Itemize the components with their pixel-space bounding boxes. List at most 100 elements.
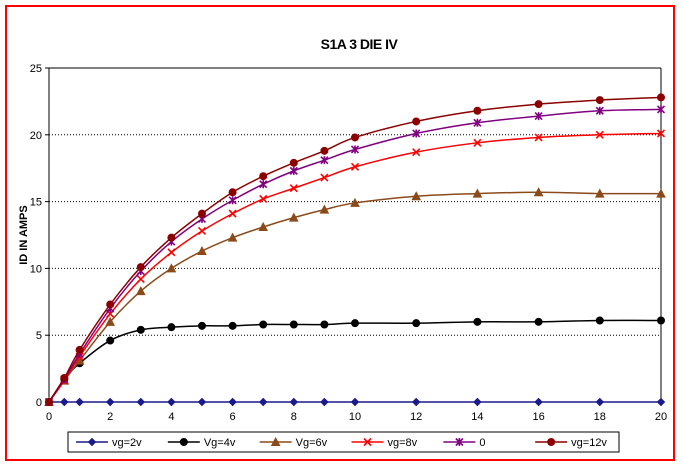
series-2-point-14: [533, 187, 544, 197]
x-tick-label: 4: [168, 411, 174, 423]
series-0-point-4: [136, 397, 146, 407]
x-tick-label: 2: [107, 411, 113, 423]
series-2-point-11: [350, 197, 360, 207]
series-5-point-13: [473, 106, 482, 115]
series-2-point-9: [288, 212, 299, 222]
legend-label-0: vg=2v: [112, 437, 142, 449]
x-tick-label: 6: [230, 411, 236, 423]
series-4-point-14: [534, 112, 543, 121]
x-tick-label: 18: [594, 411, 606, 423]
series-0-point-15: [595, 397, 605, 407]
series-5-point-3: [106, 300, 115, 309]
series-2-point-3: [105, 316, 116, 326]
y-tick-label: 0: [36, 397, 42, 409]
y-tick-label: 10: [30, 263, 42, 275]
series-0-point-13: [473, 397, 482, 407]
series-1-point-15: [595, 316, 604, 325]
legend-item-3: vg=8v: [351, 437, 418, 449]
series-0-point-12: [411, 397, 421, 407]
series-2-point-10: [319, 204, 330, 214]
series-5-point-1: [60, 373, 69, 382]
axes-layer: 0 5 10 15 20 25 0 2 4 6 8 10 12 14 16 18 20: [30, 63, 667, 423]
series-1-point-4: [136, 325, 145, 334]
series-layer: [44, 93, 666, 407]
series-3-point-8: [259, 194, 268, 203]
x-tick-label: 8: [291, 411, 297, 423]
legend-item-2: Vg=6v: [259, 436, 328, 449]
series-2-point-12: [411, 191, 422, 201]
y-tick-label: 15: [30, 197, 42, 209]
y-tick-label: 25: [30, 63, 42, 75]
series-5-point-9: [289, 158, 298, 167]
legend-marker-0: [87, 437, 97, 447]
x-tick-label: 20: [655, 411, 667, 423]
series-4-point-16: [656, 105, 666, 114]
series-4: [44, 105, 666, 407]
legend-label-5: vg=12v: [571, 437, 607, 449]
series-4-point-9: [289, 166, 298, 175]
legend-item-4: 0: [443, 437, 485, 449]
series-0-point-9: [289, 397, 299, 407]
series-4-point-10: [320, 156, 329, 165]
series-5-point-10: [320, 146, 329, 155]
series-5-point-0: [45, 398, 53, 406]
y-tick-label: 20: [30, 130, 42, 142]
series-3-point-16: [656, 129, 666, 138]
series-0-point-7: [228, 397, 237, 407]
series-3-point-6: [197, 226, 207, 236]
series-3-point-7: [228, 209, 237, 218]
series-5-point-8: [259, 172, 268, 181]
series-0-point-10: [320, 397, 329, 407]
series-4-point-12: [412, 129, 421, 138]
x-tick-label: 16: [532, 411, 544, 423]
series-0-point-16: [656, 397, 666, 407]
series-1-point-14: [534, 317, 543, 326]
y-axis-label: ID IN AMPS: [18, 205, 30, 265]
series-0-point-5: [167, 397, 176, 407]
series-1-point-10: [320, 320, 329, 329]
series-4-point-7: [228, 196, 237, 205]
series-2-point-16: [656, 188, 666, 198]
series-0-point-8: [258, 397, 268, 407]
series-5-point-4: [136, 263, 145, 272]
legend-marker-1: [179, 438, 188, 446]
x-tick-label: 14: [471, 411, 483, 423]
series-4-point-11: [350, 145, 360, 154]
legend-marker-4: [455, 437, 464, 447]
series-2-point-4: [135, 286, 146, 296]
legend: vg=2v Vg=4v Vg=6v vg=8v 0 vg=12v: [67, 431, 620, 453]
series-0-point-11: [350, 397, 360, 407]
series-2-point-15: [594, 188, 605, 198]
chart-svg: S1A 3 DIE IV ID IN AMPS 0 5 10 15 20 25 0 2 4 6 8 1…: [18, 36, 667, 453]
series-2-point-8: [258, 221, 269, 231]
x-tick-label: 12: [410, 411, 422, 423]
series-5-point-14: [534, 100, 543, 109]
series-1-point-5: [167, 323, 176, 332]
series-0-point-1: [60, 397, 69, 407]
series-3-point-14: [534, 133, 543, 142]
series-1-point-8: [259, 320, 268, 329]
series-0: [44, 397, 666, 407]
x-tick-label: 10: [349, 411, 361, 423]
legend-marker-5: [547, 438, 556, 446]
series-2-point-7: [227, 232, 238, 242]
x-tick-label: 0: [46, 411, 52, 423]
series-0-point-14: [534, 397, 543, 407]
legend-item-0: vg=2v: [76, 437, 142, 449]
legend-marker-3: [363, 437, 372, 447]
chart-frame: S1A 3 DIE IV ID IN AMPS 0 5 10 15 20 25 0 2 4 6 8 1…: [5, 5, 675, 461]
y-tick-label: 5: [36, 330, 42, 342]
legend-label-4: 0: [479, 437, 485, 449]
series-0-point-3: [105, 397, 115, 407]
series-5-point-7: [228, 188, 237, 197]
series-2: [44, 187, 666, 406]
series-1-point-12: [412, 319, 421, 328]
series-3-point-15: [595, 130, 604, 139]
series-4-point-13: [473, 118, 482, 127]
series-3-point-13: [473, 138, 482, 147]
series-1-point-16: [657, 316, 665, 325]
series-line-5: [48, 96, 662, 403]
chart-title: S1A 3 DIE IV: [321, 36, 399, 52]
series-4-point-8: [259, 180, 268, 189]
legend-box: [67, 431, 620, 453]
